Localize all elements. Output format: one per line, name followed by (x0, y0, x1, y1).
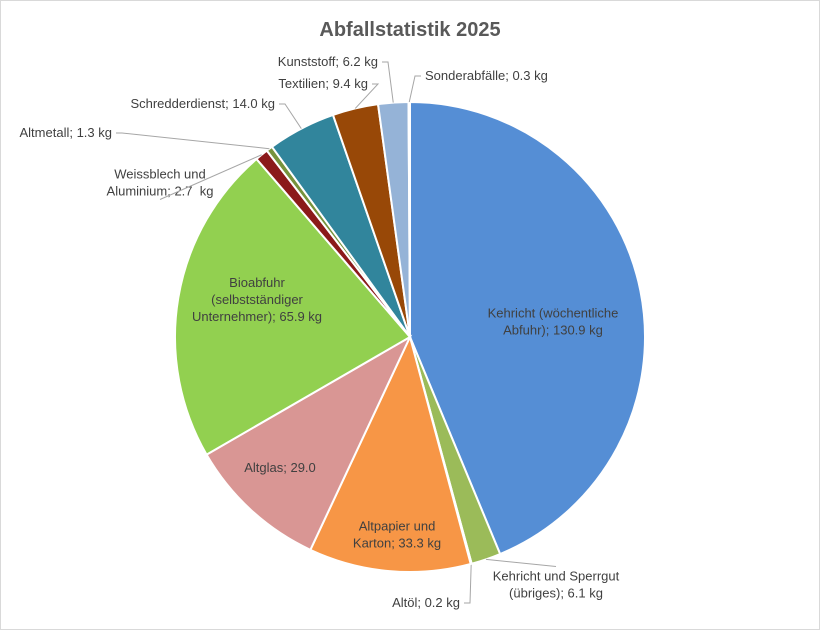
data-label: Sonderabfälle; 0.3 kg (425, 68, 548, 83)
pie-slice (409, 100, 646, 556)
data-label: Bioabfuhr (selbstständiger Unternehmer); 6… (192, 275, 322, 324)
data-label: Kunststoff; 6.2 kg (278, 54, 378, 69)
leader-line (354, 83, 380, 109)
data-label: Altglas; 29.0 (244, 460, 316, 475)
chart-title: Abfallstatistik 2025 (319, 19, 500, 41)
data-label: Kehricht und Sperrgut (übriges); 6.1 kg (493, 569, 620, 601)
leader-line (116, 132, 270, 150)
leader-line (279, 103, 302, 129)
leader-line (159, 154, 262, 200)
leader-line (486, 558, 557, 567)
data-label: Schredderdienst; 14.0 kg (130, 96, 275, 111)
pie-slice (309, 334, 472, 573)
leader-line (464, 563, 472, 604)
leader-line (382, 61, 394, 103)
pie-slice (174, 157, 412, 457)
pie-slice (205, 334, 413, 552)
data-label: Altmetall; 1.3 kg (20, 125, 113, 140)
pie-slice (407, 100, 411, 338)
leader-line (408, 75, 421, 103)
data-label: Altpapier und Karton; 33.3 kg (353, 519, 441, 551)
data-label: Kehricht (wöchentliche Abfuhr); 130.9 kg (488, 306, 619, 338)
data-label: Textilien; 9.4 kg (278, 76, 368, 91)
data-label: Altöl; 0.2 kg (392, 595, 460, 610)
